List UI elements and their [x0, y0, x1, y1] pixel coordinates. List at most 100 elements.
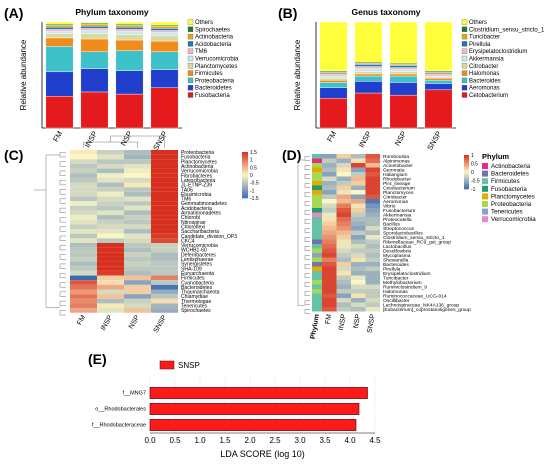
bar-segment: [319, 80, 348, 83]
heatmap-cell: [70, 289, 97, 295]
heatmap-cell: [70, 191, 97, 197]
heatmap-cell: [336, 226, 351, 231]
bar-segment: [150, 28, 179, 31]
heatmap-cell: [336, 239, 351, 244]
heatmap-cell: [322, 181, 337, 186]
phylum-annotation-cell: [312, 176, 322, 181]
heatmap-cell: [336, 199, 351, 204]
heatmap-cell: [351, 244, 366, 249]
heatmap-cell: [351, 302, 366, 307]
bar-segment: [45, 37, 74, 47]
phylum-annotation-cell: [312, 199, 322, 204]
heatmap-cell: [151, 233, 178, 239]
legend-label: Aeromonas: [469, 86, 500, 92]
bar-segment: [150, 40, 179, 52]
x-tick-label: FM: [51, 130, 64, 144]
bar-segment: [45, 71, 74, 97]
colorbar-tick: 0.5: [250, 165, 257, 171]
heatmap-cell: [70, 247, 97, 253]
heatmap-cell: [351, 217, 366, 222]
phylum-annotation-cell: [312, 217, 322, 222]
heatmap-cell: [70, 196, 97, 202]
heatmap-cell: [97, 215, 124, 220]
heatmap-cell: [97, 210, 124, 216]
heatmap-cell: [365, 230, 380, 235]
legend-swatch: [482, 201, 488, 207]
heatmap-cell: [351, 199, 366, 204]
phylum-annotation-cell: [312, 221, 322, 226]
bar-segment: [80, 21, 109, 24]
heatmap-cell: [70, 173, 97, 178]
heatmap-cell: [97, 205, 124, 211]
colorbar-step: [242, 192, 248, 195]
row-label: Aeromonas: [383, 199, 409, 205]
row-label: SHA-109: [181, 266, 202, 272]
heatmap-cell: [97, 201, 124, 206]
y-axis-label: Relative abundance: [19, 39, 28, 110]
heatmap-cell: [151, 270, 178, 276]
bar-segment: [354, 73, 383, 77]
heatmap-cell: [97, 163, 124, 169]
heatmap-cell: [124, 243, 151, 248]
bar-segment: [319, 98, 348, 129]
dendrogram-branch: [59, 282, 66, 288]
colorbar-tick: -1: [471, 187, 476, 193]
bar-segment: [354, 68, 383, 73]
panel-heatmap-phylum: (C) ProteobacteriaFusobacteriaPlanctomyce…: [4, 135, 259, 334]
heatmap-cell: [151, 266, 178, 271]
dendrogram-branch: [59, 263, 66, 269]
bar-segment: [319, 73, 348, 77]
phylum-annotation-cell: [312, 172, 322, 177]
colorbar-step: [464, 158, 469, 161]
heatmap-cell: [351, 293, 366, 298]
colorbar-step: [464, 168, 469, 171]
legend-label: Bacteroidetes: [491, 171, 529, 178]
lda-bar: [149, 419, 357, 431]
legend-swatch: [482, 216, 488, 223]
lda-bar: [149, 403, 360, 415]
heatmap-cell: [351, 257, 366, 262]
bar-segment: [150, 51, 179, 70]
colorbar-step: [464, 155, 469, 157]
panel-label: (D): [282, 147, 301, 163]
heatmap-cell: [351, 167, 366, 172]
heatmap-cell: [365, 181, 380, 186]
bar-segment: [115, 39, 144, 51]
heatmap-cell: [70, 205, 97, 211]
phylum-annotation-cell: [312, 235, 322, 240]
heatmap-cell: [70, 252, 97, 257]
phylum-annotation-cell: [312, 262, 322, 267]
dendrogram-branch: [59, 272, 66, 279]
dendrogram-branch: [45, 154, 60, 308]
heatmap-cell: [351, 253, 366, 258]
row-label: Proteobacteria: [181, 150, 214, 156]
heatmap-cell: [151, 205, 178, 211]
heatmap-cell: [151, 261, 178, 267]
heatmap-cell: [336, 203, 351, 208]
heatmap-cell: [365, 235, 380, 240]
legend-label: Akkermansia: [469, 57, 504, 63]
row-label: Oscillibacter: [383, 298, 410, 304]
heatmap-cell: [322, 289, 337, 294]
colorbar-step: [464, 173, 469, 176]
heatmap-cell: [365, 217, 380, 222]
heatmap-cell: [124, 196, 151, 202]
heatmap-cell: [322, 235, 337, 240]
bar-segment: [389, 71, 418, 75]
heatmap-cell: [365, 289, 380, 294]
heatmap-cell: [124, 233, 151, 239]
heatmap-cell: [322, 221, 337, 226]
heatmap-cell: [97, 224, 124, 230]
dendrogram-branch: [304, 264, 310, 269]
heatmap-cell: [70, 275, 97, 281]
heatmap-cell: [124, 270, 151, 276]
heatmap-cell: [322, 275, 337, 280]
heatmap-cell: [151, 224, 178, 230]
heatmap-cell: [351, 181, 366, 186]
dendrogram-branch: [59, 161, 66, 167]
heatmap-cell: [322, 280, 337, 285]
bar-segment: [389, 82, 418, 96]
heatmap-cell: [70, 182, 97, 188]
heatmap-cell: [124, 261, 151, 267]
